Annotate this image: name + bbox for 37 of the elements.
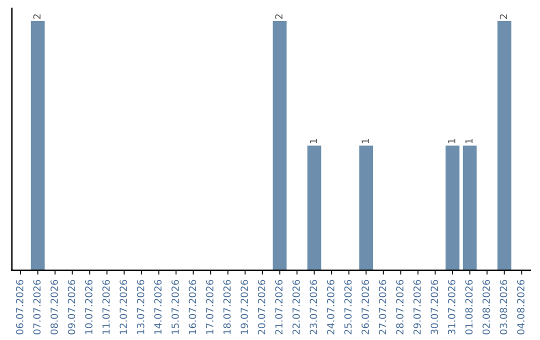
- x-tick-label: 27.07.2026: [378, 280, 386, 334]
- x-tick-label: 07.07.2026: [33, 280, 41, 334]
- data-label: 2: [33, 14, 40, 19]
- x-tick-label: 10.07.2026: [85, 280, 92, 334]
- x-tick-label: 01.08.2026: [465, 280, 473, 334]
- data-label: 1: [465, 138, 472, 144]
- x-tick-label: 26.07.2026: [362, 280, 369, 334]
- data-label: 1: [448, 138, 456, 144]
- x-tick-label: 08.07.2026: [50, 280, 58, 334]
- data-label: 2: [500, 14, 508, 19]
- x-tick-label: 21.07.2026: [275, 280, 283, 334]
- x-tick-label: 06.07.2026: [16, 280, 24, 334]
- x-tick-label: 25.07.2026: [344, 280, 352, 334]
- x-tick-label: 15.07.2026: [172, 280, 179, 334]
- x-tick-label: 28.07.2026: [396, 280, 404, 334]
- x-tick-label: 09.07.2026: [68, 280, 76, 334]
- x-tick-label: 04.08.2026: [517, 280, 524, 334]
- x-tick-label: 12.07.2026: [120, 280, 128, 334]
- x-tick-label: 31.07.2026: [448, 280, 456, 334]
- data-label: 1: [362, 138, 369, 144]
- x-tick-label: 02.08.2026: [482, 280, 490, 334]
- x-tick-label: 11.07.2026: [102, 280, 110, 334]
- x-tick-label: 23.07.2026: [310, 280, 318, 334]
- x-tick-label: 22.07.2026: [292, 280, 300, 334]
- x-tick-label: 16.07.2026: [188, 280, 196, 334]
- x-tick-label: 03.08.2026: [500, 280, 508, 334]
- x-tick-label: 30.07.2026: [430, 280, 438, 334]
- x-tick-label: 14.07.2026: [154, 280, 162, 334]
- x-tick-label: 18.07.2026: [223, 280, 231, 334]
- x-tick-label: 17.07.2026: [206, 280, 214, 334]
- data-label: 1: [310, 138, 317, 144]
- data-label: 2: [275, 14, 282, 19]
- x-tick-label: 19.07.2026: [240, 280, 248, 334]
- x-tick-label: 29.07.2026: [413, 280, 421, 334]
- x-tick-label: 24.07.2026: [327, 280, 334, 334]
- x-tick-label: 13.07.2026: [136, 280, 144, 334]
- x-tick-label: 20.07.2026: [258, 280, 266, 334]
